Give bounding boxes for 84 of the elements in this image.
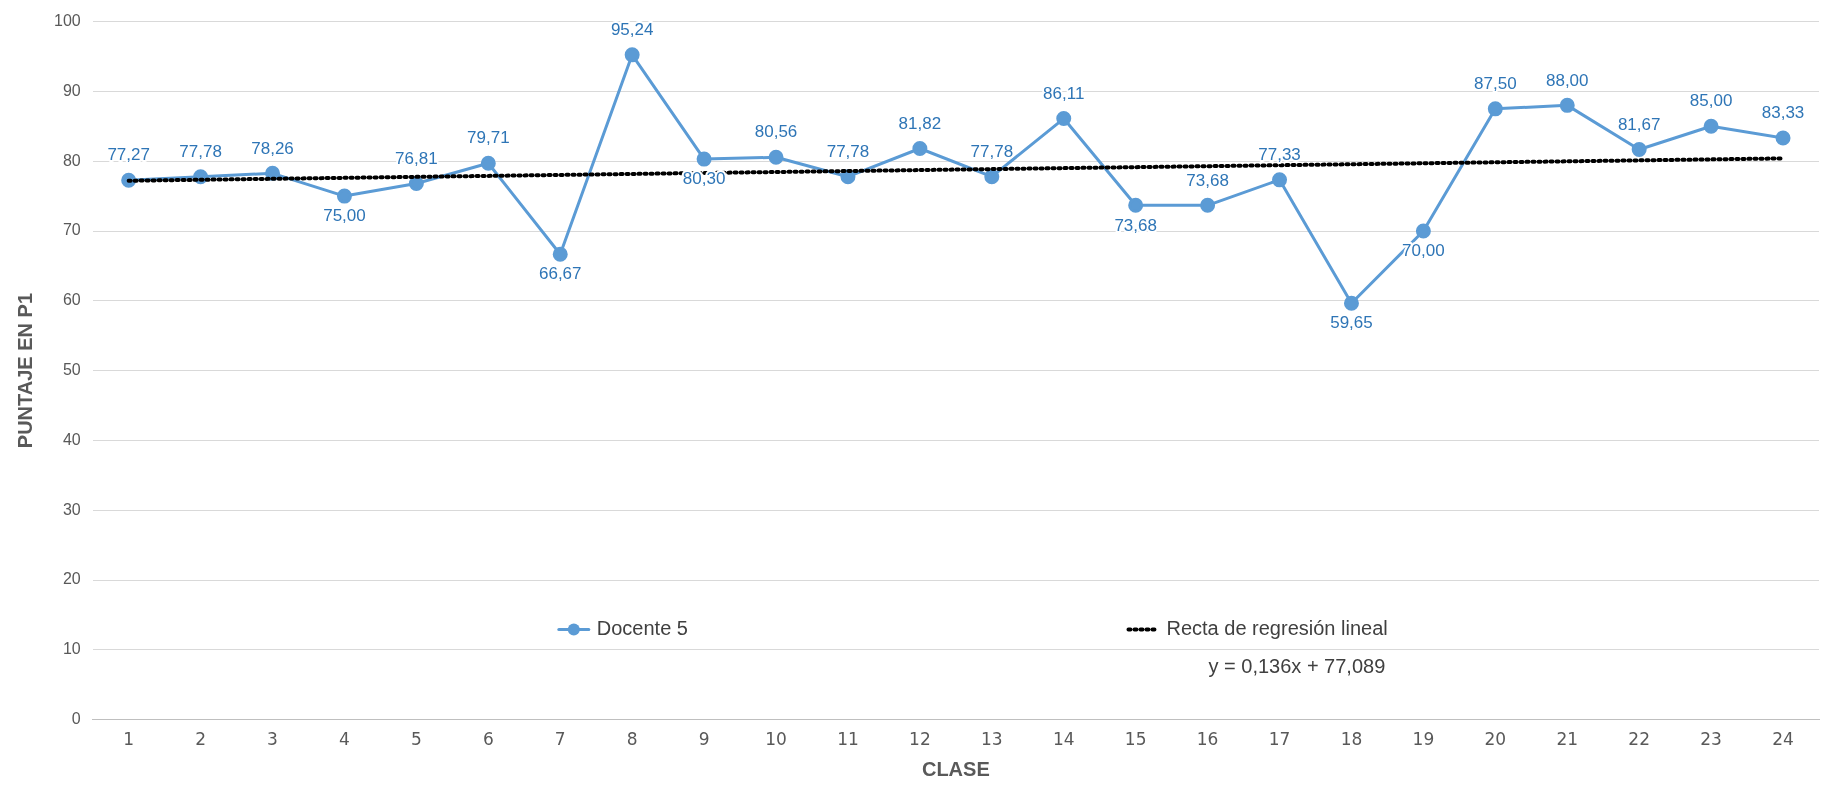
data-label: 77,78 — [970, 141, 1014, 161]
point — [1200, 197, 1216, 213]
data-label: 75,00 — [323, 206, 366, 226]
point — [1343, 295, 1359, 311]
point — [1056, 111, 1072, 127]
point — [1415, 223, 1431, 239]
y-tick-label: 70 — [62, 221, 81, 239]
legend-label: Recta de regresión lineal — [1166, 617, 1388, 640]
x-tick-label: 17 — [1268, 729, 1291, 750]
point — [480, 155, 496, 171]
data-label: 77,27 — [107, 145, 150, 165]
point — [1631, 142, 1647, 158]
data-label: 59,65 — [1330, 313, 1373, 333]
x-tick-label: 18 — [1340, 729, 1363, 750]
point — [696, 151, 712, 167]
x-axis-title: CLASE — [921, 757, 990, 780]
x-tick-label: 16 — [1196, 729, 1219, 750]
point — [552, 246, 568, 262]
x-tick-label: 2 — [195, 729, 206, 750]
data-label: 86,11 — [1043, 83, 1085, 103]
x-tick-label: 20 — [1484, 729, 1507, 750]
data-label: 81,82 — [898, 113, 942, 133]
x-tick-label: 21 — [1556, 729, 1579, 750]
data-label: 95,24 — [610, 20, 654, 40]
point — [1559, 97, 1575, 113]
annotation: y = 0,136x + 77,089 — [1208, 655, 1386, 678]
point — [1775, 130, 1791, 146]
y-tick-label: 80 — [62, 151, 81, 169]
data-label: 73,68 — [1186, 170, 1229, 190]
x-tick-label: 14 — [1052, 729, 1075, 750]
data-label: 78,26 — [251, 138, 294, 158]
y-tick-label: 20 — [62, 570, 81, 588]
x-tick-label: 3 — [267, 729, 278, 750]
x-tick-label: 5 — [410, 729, 422, 750]
data-label: 80,30 — [682, 169, 726, 189]
y-tick-label: 60 — [62, 291, 81, 309]
x-tick-label: 1 — [123, 729, 135, 750]
x-tick-label: 6 — [482, 729, 494, 750]
x-tick-label: 10 — [765, 729, 787, 750]
data-label: 81,67 — [1617, 114, 1661, 134]
y-tick-label: 90 — [62, 81, 81, 99]
x-tick-label: 9 — [698, 729, 710, 750]
y-tick-label: 10 — [62, 640, 81, 658]
point — [1487, 101, 1503, 117]
y-tick-label: 50 — [62, 361, 81, 379]
point — [1272, 172, 1288, 188]
y-tick-label: 100 — [53, 12, 81, 30]
x-tick-label: 13 — [980, 729, 1003, 750]
x-tick-label: 11 — [837, 729, 859, 750]
y-tick-label: 0 — [71, 710, 81, 728]
y-tick-label: 30 — [62, 500, 81, 518]
data-label: 79,71 — [467, 128, 510, 148]
data-label: 70,00 — [1402, 241, 1445, 261]
data-label: 83,33 — [1761, 103, 1805, 123]
data-label: 66,67 — [538, 264, 582, 284]
x-tick-label: 7 — [554, 729, 566, 750]
point — [1703, 118, 1719, 134]
x-tick-label: 19 — [1412, 729, 1435, 750]
data-label: 80,56 — [754, 122, 798, 142]
y-axis-title: PUNTAJE EN P1 — [13, 292, 36, 449]
point — [984, 169, 1000, 185]
legend-label: Docente 5 — [596, 617, 688, 640]
x-tick-label: 23 — [1700, 729, 1722, 750]
point — [912, 141, 928, 156]
x-tick-label: 4 — [339, 729, 350, 750]
point — [336, 188, 352, 204]
y-tick-label: 40 — [62, 430, 81, 448]
data-label: 77,78 — [826, 141, 870, 161]
data-label: 76,81 — [395, 148, 438, 168]
data-label: 73,68 — [1114, 215, 1157, 235]
data-label: 77,78 — [179, 141, 222, 161]
point — [1128, 197, 1144, 213]
data-label: 87,50 — [1474, 74, 1517, 94]
point — [408, 175, 424, 191]
x-tick-label: 22 — [1628, 729, 1650, 750]
x-tick-label: 8 — [626, 729, 638, 750]
point — [768, 149, 784, 165]
x-tick-label: 24 — [1772, 729, 1794, 750]
data-label: 88,00 — [1545, 70, 1589, 90]
x-tick-label: 15 — [1124, 729, 1147, 750]
data-label: 85,00 — [1689, 91, 1733, 111]
point — [624, 47, 640, 63]
x-tick-label: 12 — [909, 729, 931, 750]
data-label: 77,33 — [1258, 145, 1301, 165]
